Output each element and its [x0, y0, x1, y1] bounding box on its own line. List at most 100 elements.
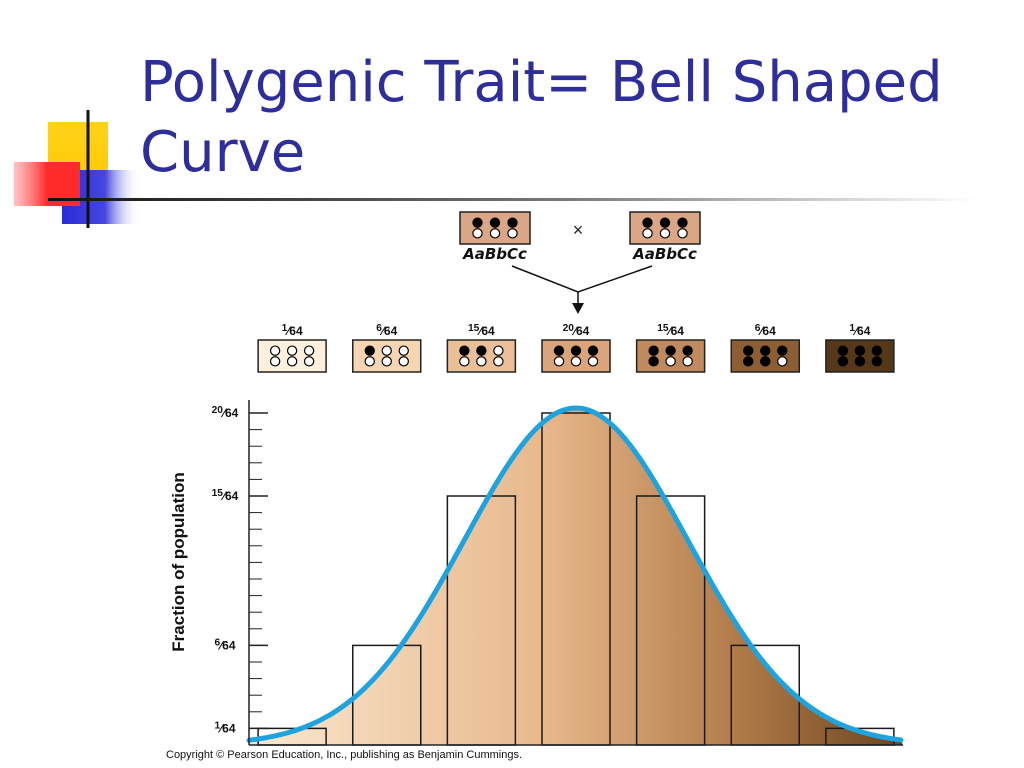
- parent-1-dots: [472, 217, 518, 239]
- phenotype-dark-dot: [777, 345, 788, 356]
- phenotype-swatch: 15⁄64: [635, 323, 706, 373]
- phenotype-dark-dot: [871, 356, 883, 367]
- y-tick-label: 6⁄64: [214, 637, 235, 652]
- phenotype-fraction-label: 15⁄64: [657, 323, 684, 338]
- phenotype-light-dot: [286, 356, 298, 367]
- phenotype-light-dot: [493, 356, 504, 367]
- phenotype-swatch: 15⁄64: [446, 323, 517, 373]
- parent-1-dark-dot: [507, 217, 518, 228]
- phenotype-light-dot: [553, 356, 565, 367]
- phenotype-light-dot: [364, 356, 375, 367]
- phenotype-swatch: 6⁄64: [730, 323, 801, 373]
- phenotype-light-dot: [269, 356, 281, 367]
- phenotype-light-dot: [303, 345, 315, 356]
- phenotype-light-dot: [570, 356, 582, 367]
- parent-2-dark-dot: [642, 217, 653, 228]
- phenotype-dark-dot: [837, 345, 849, 356]
- phenotype-light-dot: [665, 356, 676, 367]
- y-tick-label: 1⁄64: [214, 720, 235, 735]
- parent-1-box: [459, 211, 531, 245]
- parent-2-dark-dot: [677, 217, 688, 228]
- phenotype-dark-dot: [682, 345, 693, 356]
- phenotype-dark-dot: [760, 356, 771, 367]
- phenotype-dark-dot: [553, 345, 565, 356]
- phenotype-swatch: 1⁄64: [825, 323, 895, 373]
- phenotype-light-dot: [381, 345, 392, 356]
- parent-2-box: [629, 211, 701, 245]
- phenotype-box: [825, 339, 895, 373]
- phenotype-light-dot: [286, 345, 298, 356]
- phenotype-light-dot: [398, 345, 409, 356]
- phenotype-dark-dot: [648, 356, 659, 367]
- copyright-notice: Copyright © Pearson Education, Inc., pub…: [166, 749, 523, 761]
- phenotype-fraction-label: 6⁄64: [376, 323, 397, 338]
- phenotype-box: [446, 339, 517, 373]
- phenotype-swatch: 20⁄64: [541, 323, 611, 373]
- phenotype-light-dot: [682, 356, 693, 367]
- phenotype-light-dot: [777, 356, 788, 367]
- phenotype-dark-dot: [743, 345, 754, 356]
- parent-1-dark-dot: [489, 217, 501, 228]
- parent-2-light-dot: [642, 228, 653, 239]
- parent-2-light-dot: [659, 228, 671, 239]
- phenotype-box: [351, 339, 422, 373]
- bell-chart: 1⁄64 6⁄64 15⁄64 20⁄64 Fraction of populatio…: [169, 400, 904, 746]
- phenotype-dark-dot: [760, 345, 771, 356]
- phenotype-light-dot: [476, 356, 487, 367]
- phenotype-dark-dot: [570, 345, 582, 356]
- parent-1-light-dot: [489, 228, 501, 239]
- cross-arrow-lines: [511, 265, 653, 306]
- phenotype-light-dot: [587, 356, 599, 367]
- phenotype-dark-dot: [871, 345, 883, 356]
- phenotype-fraction-label: 6⁄64: [755, 323, 776, 338]
- decorative-corner-squares: [14, 110, 140, 228]
- parent-1-swatch: AaBbCc: [459, 211, 531, 263]
- phenotype-box: [541, 339, 611, 373]
- phenotype-box: [635, 339, 706, 373]
- phenotype-dark-dot: [364, 345, 375, 356]
- phenotype-dark-dot: [854, 356, 866, 367]
- parent-1-light-dot: [507, 228, 518, 239]
- phenotype-swatch: 6⁄64: [351, 323, 422, 373]
- phenotype-dark-dot: [587, 345, 599, 356]
- parent-1-genotype: AaBbCc: [462, 245, 527, 263]
- cross-arrowhead: [572, 303, 584, 314]
- y-tick-label: 20⁄64: [212, 405, 239, 420]
- y-ticks: 1⁄64 6⁄64 15⁄64 20⁄64: [212, 405, 268, 735]
- phenotype-dark-dot: [459, 345, 470, 356]
- phenotype-light-dot: [493, 345, 504, 356]
- phenotype-dark-dot: [665, 345, 676, 356]
- phenotype-dark-dot: [854, 345, 866, 356]
- parent-1-dark-dot: [472, 217, 483, 228]
- phenotype-dark-dot: [743, 356, 754, 367]
- phenotype-swatch: 1⁄64: [257, 323, 327, 373]
- phenotype-fraction-label: 20⁄64: [563, 323, 590, 338]
- phenotype-fraction-label: 1⁄64: [849, 323, 870, 338]
- phenotype-fraction-label: 1⁄64: [282, 323, 303, 338]
- phenotype-dark-dot: [648, 345, 659, 356]
- phenotype-light-dot: [269, 345, 281, 356]
- bell-curve-fill: [249, 408, 903, 745]
- bell-curve-line: [246, 405, 904, 743]
- parent-2-dark-dot: [659, 217, 671, 228]
- phenotype-light-dot: [303, 356, 315, 367]
- y-axis-label: Fraction of population: [169, 472, 188, 651]
- parent-2-genotype: AaBbCc: [632, 245, 697, 263]
- parent-2-swatch: AaBbCc: [629, 211, 701, 263]
- parent-2-light-dot: [677, 228, 688, 239]
- phenotype-light-dot: [381, 356, 392, 367]
- phenotype-fraction-label: 15⁄64: [468, 323, 495, 338]
- phenotype-box: [730, 339, 801, 373]
- parent-2-dots: [642, 217, 688, 239]
- phenotype-light-dot: [459, 356, 470, 367]
- title-underline: [48, 198, 978, 201]
- y-tick-label: 15⁄64: [212, 488, 239, 503]
- phenotype-dark-dot: [476, 345, 487, 356]
- cross-symbol: ×: [573, 220, 584, 240]
- phenotype-light-dot: [398, 356, 409, 367]
- parent-1-light-dot: [472, 228, 483, 239]
- slide-title: Polygenic Trait= Bell Shaped Curve: [140, 50, 943, 185]
- phenotype-dark-dot: [837, 356, 849, 367]
- phenotype-box: [257, 339, 327, 373]
